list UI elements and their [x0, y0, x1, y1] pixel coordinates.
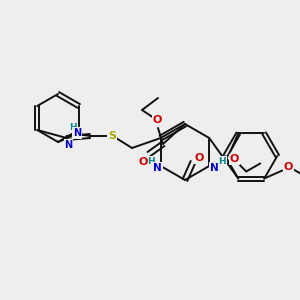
- Text: N: N: [64, 140, 73, 150]
- Text: O: O: [194, 153, 204, 163]
- Text: N: N: [210, 163, 219, 173]
- Text: O: O: [230, 154, 239, 164]
- Text: N: N: [153, 163, 162, 173]
- Text: S: S: [108, 131, 116, 141]
- Text: O: O: [138, 157, 148, 167]
- Text: H: H: [147, 157, 154, 166]
- Text: H: H: [69, 122, 77, 131]
- Text: H: H: [218, 157, 226, 166]
- Text: O: O: [152, 115, 162, 125]
- Text: O: O: [284, 161, 293, 172]
- Text: N: N: [73, 128, 81, 138]
